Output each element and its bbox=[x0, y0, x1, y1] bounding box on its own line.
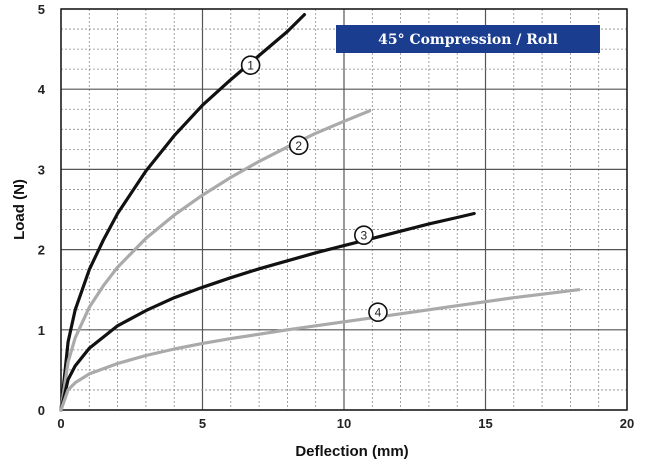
y-tick-label: 2 bbox=[38, 243, 45, 258]
x-tick-label: 15 bbox=[478, 416, 492, 431]
chart-title: 45° Compression / Roll bbox=[378, 32, 558, 48]
x-tick-label: 5 bbox=[199, 416, 206, 431]
x-tick-label: 20 bbox=[620, 416, 634, 431]
y-axis-title: Load (N) bbox=[11, 179, 28, 240]
curve-label-circle bbox=[368, 302, 388, 322]
x-tick-label: 10 bbox=[337, 416, 351, 431]
curve-label-number: 1 bbox=[247, 59, 254, 73]
series-line-4 bbox=[59, 288, 581, 412]
curve-label-number: 2 bbox=[295, 139, 302, 153]
curve-label-2: 2 bbox=[288, 135, 309, 156]
x-tick-label: 0 bbox=[57, 416, 64, 431]
curve-label-circle bbox=[354, 225, 374, 245]
plot-frame bbox=[60, 8, 628, 411]
series-line-2 bbox=[59, 109, 372, 412]
x-axis-title: Deflection (mm) bbox=[295, 443, 408, 460]
x-axis-ticks: 0 5 10 15 20 bbox=[57, 416, 634, 431]
y-tick-label: 0 bbox=[38, 403, 45, 418]
grid bbox=[60, 8, 628, 411]
curve-label-4: 4 bbox=[368, 302, 388, 322]
curve-label-1: 1 bbox=[240, 55, 261, 75]
y-tick-label: 5 bbox=[38, 2, 45, 17]
y-tick-label: 4 bbox=[38, 82, 46, 97]
curve-label-circle bbox=[288, 135, 309, 156]
title-box bbox=[336, 25, 600, 53]
curve-label-number: 3 bbox=[360, 229, 367, 243]
curve-label-3: 3 bbox=[354, 225, 374, 245]
curve-label-circle bbox=[240, 55, 261, 75]
curve-label-number: 4 bbox=[375, 306, 382, 320]
y-axis-ticks: 0 1 2 3 4 5 bbox=[38, 2, 46, 418]
curve-labels: 1 2 3 4 bbox=[240, 55, 388, 322]
y-tick-label: 3 bbox=[38, 162, 45, 177]
y-tick-label: 1 bbox=[38, 323, 45, 338]
series-line-1 bbox=[59, 13, 306, 412]
series-line-3 bbox=[59, 211, 476, 412]
series-lines bbox=[59, 13, 581, 412]
